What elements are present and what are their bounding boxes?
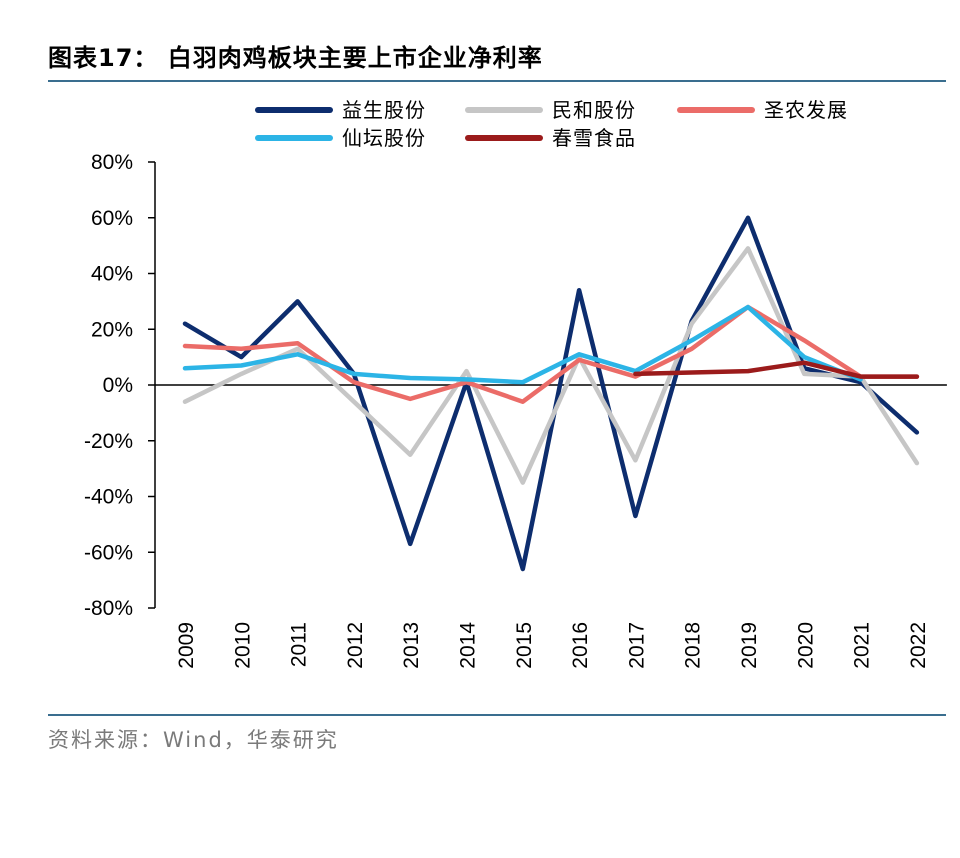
source-note: 资料来源：Wind，华泰研究 <box>48 728 339 752</box>
x-tick-label: 2018 <box>682 622 705 669</box>
x-tick-label: 2019 <box>738 622 761 669</box>
axes: 80% 60% 40% 20% 0% -20% -40% -60% -80% 2009 2010 20… <box>84 151 947 669</box>
y-tick-label: 40% <box>91 263 133 286</box>
y-tick-label: -80% <box>84 597 133 620</box>
y-tick-label: 0% <box>103 374 133 397</box>
y-tick-label: -60% <box>84 541 133 564</box>
x-tick-label: 2022 <box>907 622 930 669</box>
x-tick-label: 2009 <box>175 622 198 669</box>
y-tick-label: 20% <box>91 318 133 341</box>
x-tick-label: 2013 <box>400 622 423 669</box>
x-tick-label: 2010 <box>231 622 254 669</box>
source-divider <box>48 714 946 716</box>
legend-item: 圣农发展 <box>677 98 848 122</box>
legend-item: 民和股份 <box>465 98 636 122</box>
legend-item: 仙坛股份 <box>255 126 426 150</box>
x-tick-label: 2014 <box>457 622 480 669</box>
y-tick-label: -40% <box>84 486 133 509</box>
x-tick-label: 2020 <box>794 622 817 669</box>
x-tick-label: 2011 <box>288 622 311 667</box>
legend-item: 春雪食品 <box>465 126 636 150</box>
x-tick-label: 2015 <box>513 622 536 669</box>
x-tick-label: 2012 <box>344 622 367 669</box>
series-line-3 <box>182 304 920 404</box>
legend-label: 圣农发展 <box>764 98 848 122</box>
y-tick-label: 80% <box>91 151 133 174</box>
chart-title: 图表17： 白羽肉鸡板块主要上市企业净利率 <box>48 44 543 72</box>
series-line-4 <box>182 304 863 385</box>
y-tick-label: 60% <box>91 207 133 230</box>
legend-item: 益生股份 <box>255 98 426 122</box>
legend-label: 春雪食品 <box>552 126 636 150</box>
series-layer <box>182 215 920 572</box>
x-tick-label: 2017 <box>625 622 648 669</box>
x-tick-label: 2021 <box>851 622 874 669</box>
legend-label: 民和股份 <box>552 98 636 122</box>
series-line-1 <box>182 215 920 572</box>
title-divider <box>48 80 946 82</box>
series-line-5 <box>633 360 920 379</box>
legend-label: 益生股份 <box>342 98 426 122</box>
legend-label: 仙坛股份 <box>342 126 426 150</box>
y-tick-label: -20% <box>84 430 133 453</box>
x-tick-label: 2016 <box>569 622 592 669</box>
